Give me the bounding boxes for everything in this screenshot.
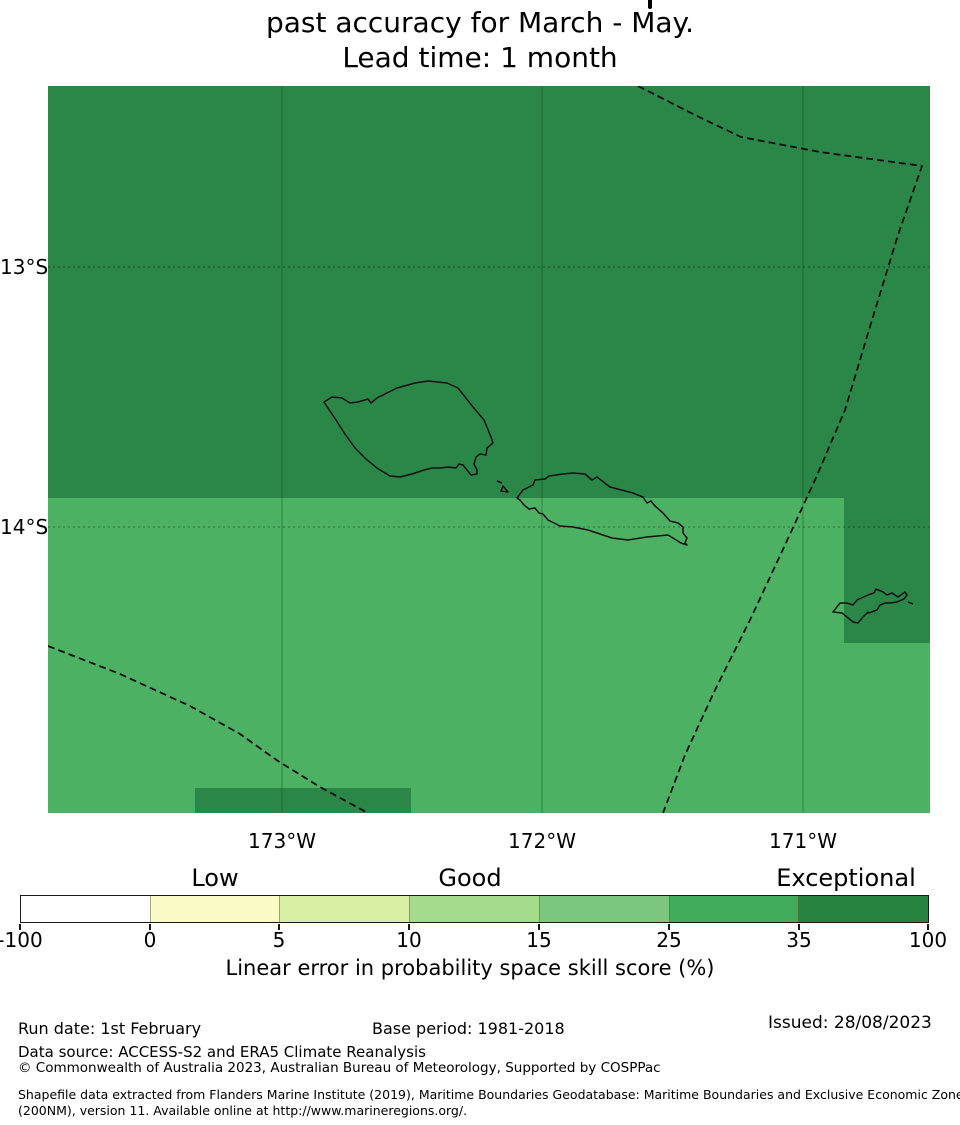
copyright-text: © Commonwealth of Australia 2023, Austra…: [18, 1060, 661, 1076]
aunuu-islet-outline: [907, 601, 914, 605]
colorbar-segment-2: [149, 896, 280, 922]
colorbar-category-exceptional: Exceptional: [776, 864, 916, 892]
colorbar-ticklabel-15: 15: [526, 928, 552, 952]
figure-title-line1: past accuracy for March - May.: [265, 6, 695, 39]
colorbar-tick: [927, 924, 929, 930]
colorbar-ticklabel-25: 25: [656, 928, 682, 952]
colorbar-ticklabel--100: -100: [0, 928, 43, 952]
base-period-text: Base period: 1981-2018: [372, 1019, 565, 1038]
colorbar-segment-6: [668, 896, 799, 922]
colorbar-ticklabel-35: 35: [786, 928, 812, 952]
lon-label-173w: 173°W: [248, 829, 316, 853]
colorbar-segment-7: [798, 896, 929, 922]
colorbar-ticklabel-10: 10: [396, 928, 422, 952]
colorbar-segment-5: [538, 896, 669, 922]
colorbar-tick: [668, 924, 670, 930]
colorbar-tick: [798, 924, 800, 930]
tutuila-island-outline: [832, 588, 908, 624]
eez-boundary-lines: [48, 86, 923, 813]
colorbar-segment-4: [409, 896, 539, 922]
upolu-island-outline: [516, 472, 688, 546]
eez-boundary-east: [637, 86, 923, 813]
shapefile-note-line1: Shapefile data extracted from Flanders M…: [18, 1087, 960, 1102]
map-region-high-skill-south-cell: [195, 788, 411, 813]
lat-label-14s: 14°S: [0, 515, 49, 539]
colorbar-segment-1: [21, 896, 150, 922]
colorbar-tick: [19, 924, 21, 930]
savaii-island-outline: [323, 380, 494, 478]
graticule-lines: [48, 86, 930, 813]
colorbar-ticklabel-5: 5: [272, 928, 286, 952]
apolima-islet-outline: [500, 485, 509, 493]
colorbar-tick: [149, 924, 151, 930]
lat-label-13s: 13°S: [0, 255, 49, 279]
eez-boundary-southwest: [48, 645, 369, 813]
colorbar-tick: [408, 924, 410, 930]
colorbar-axis-label: Linear error in probability space skill …: [225, 956, 715, 980]
issued-date-text: Issued: 28/08/2023: [768, 1013, 932, 1033]
island-coastlines: [323, 380, 914, 624]
map-region-high-skill-east-cell: [844, 498, 930, 643]
colorbar-tick: [538, 924, 540, 930]
clipped-title-fragment: [648, 0, 652, 9]
colorbar-ticklabel-100: 100: [908, 928, 948, 952]
colorbar: [20, 895, 929, 923]
lon-label-172w: 172°W: [508, 829, 576, 853]
colorbar-tick: [278, 924, 280, 930]
run-date-text: Run date: 1st February: [18, 1019, 202, 1038]
figure-title-line2: Lead time: 1 month: [342, 41, 618, 74]
map-panel: [48, 86, 930, 813]
colorbar-category-low: Low: [191, 864, 239, 892]
shapefile-note-line2: (200NM), version 11. Available online at…: [18, 1103, 468, 1118]
data-source-text: Data source: ACCESS-S2 and ERA5 Climate …: [18, 1043, 426, 1061]
colorbar-ticklabel-0: 0: [143, 928, 157, 952]
map-overlay-svg: [48, 86, 930, 813]
colorbar-category-good: Good: [438, 864, 502, 892]
colorbar-segment-3: [279, 896, 410, 922]
lon-label-171w: 171°W: [769, 829, 837, 853]
manono-islet-outline: [496, 480, 503, 484]
